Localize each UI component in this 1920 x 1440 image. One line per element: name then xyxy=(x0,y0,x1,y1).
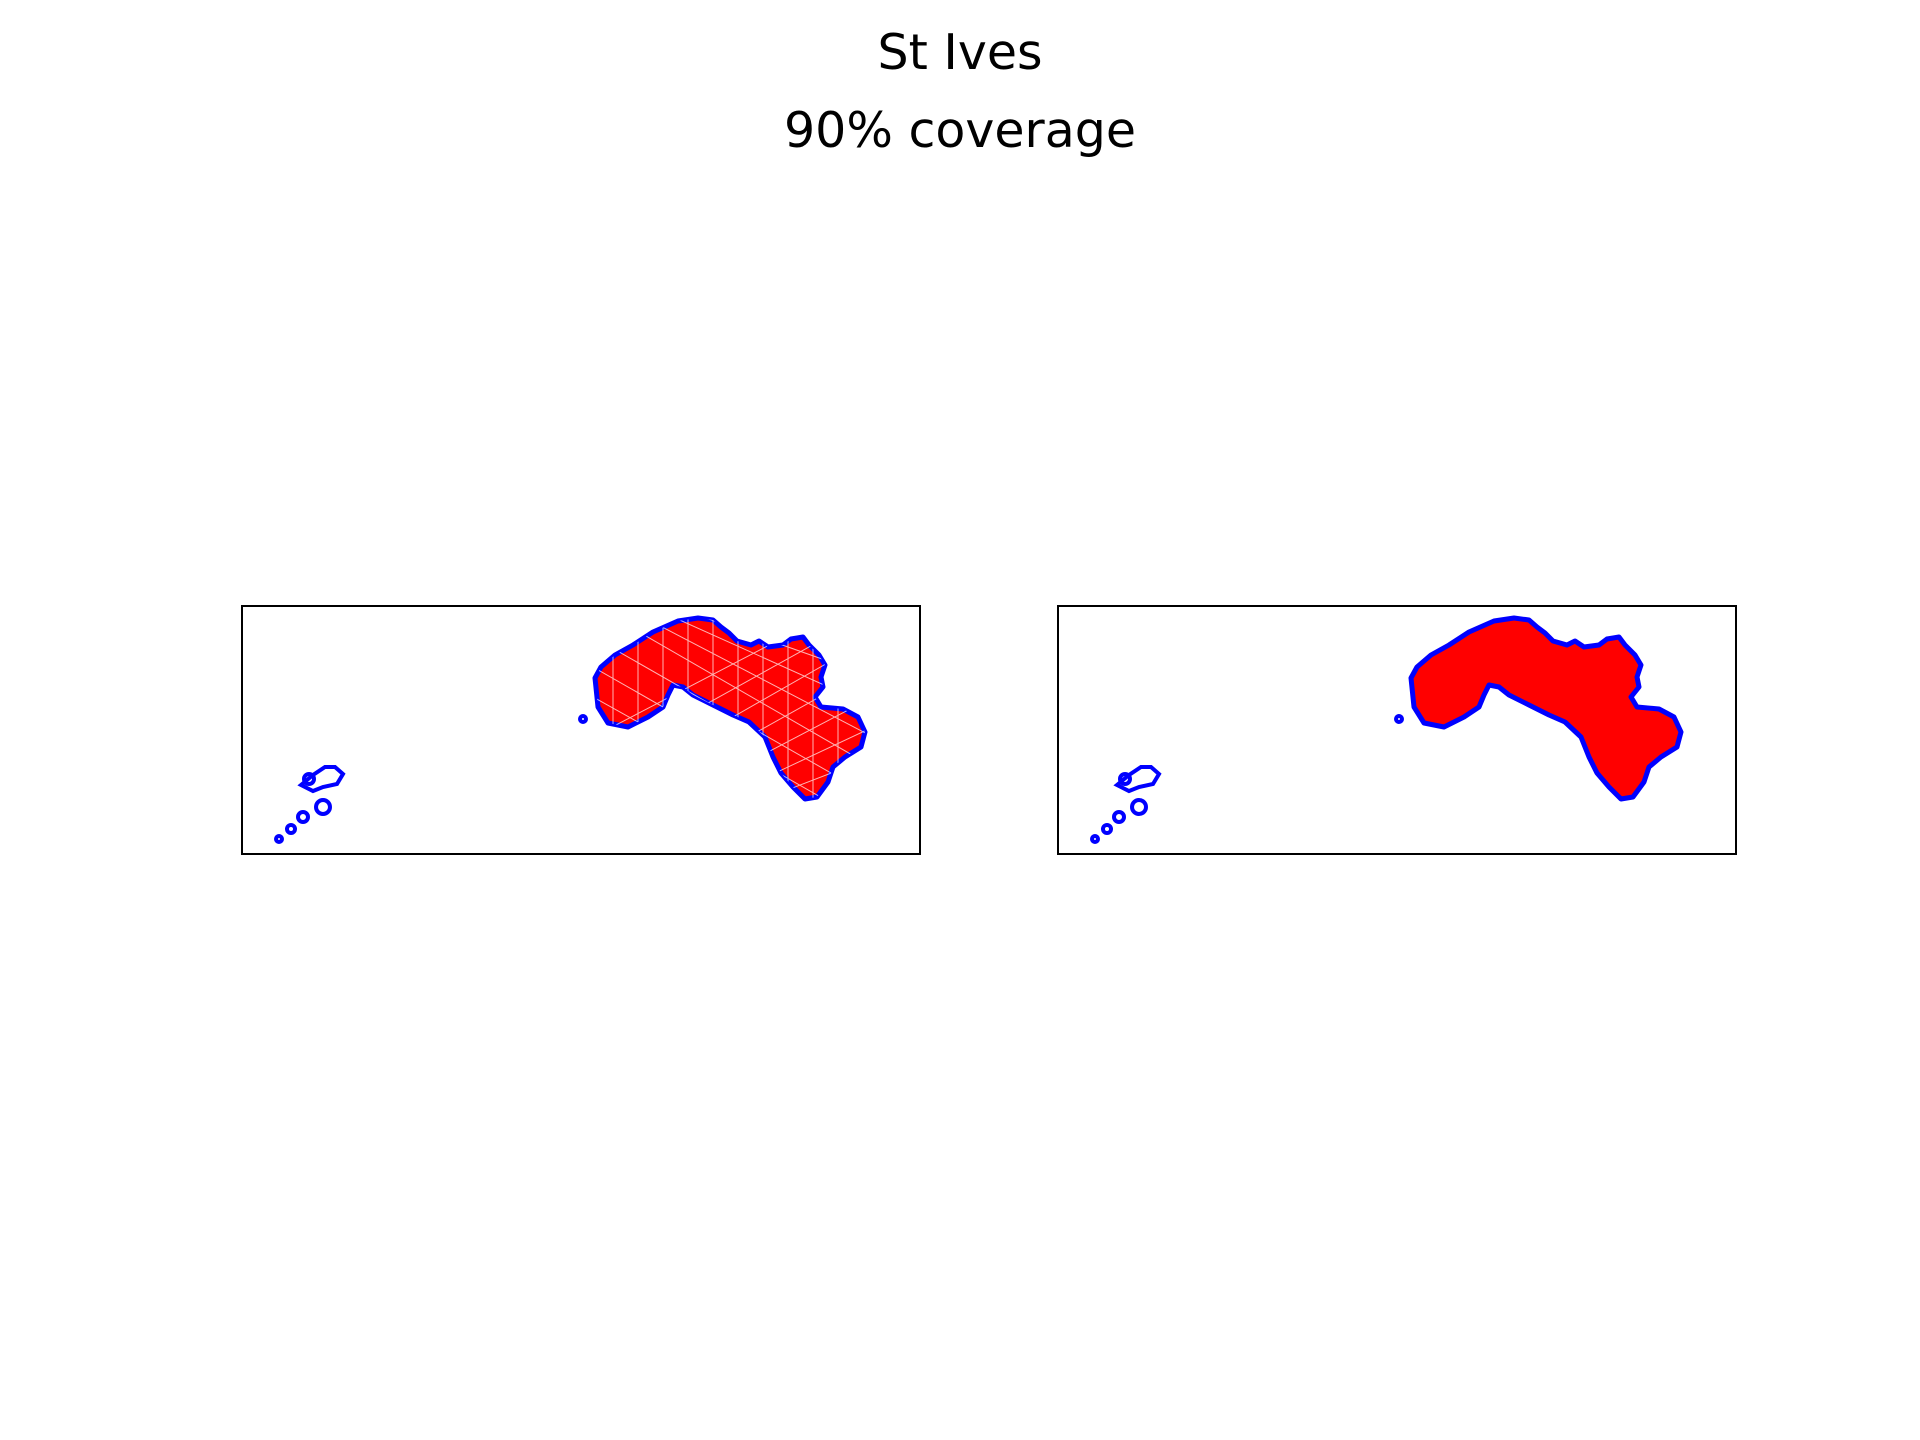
mesh-map xyxy=(274,607,923,844)
coverage-map xyxy=(1090,615,1684,844)
figure-title-block: St Ives 90% coverage xyxy=(0,14,1920,170)
figure-title: St Ives xyxy=(877,24,1043,81)
islands xyxy=(274,714,588,844)
islands xyxy=(1090,714,1404,844)
coverage-region xyxy=(595,618,865,799)
coverage-region xyxy=(1408,615,1684,802)
coverage-panel xyxy=(1057,605,1737,855)
figure-subtitle: 90% coverage xyxy=(784,102,1136,159)
mesh-panel xyxy=(241,605,921,855)
